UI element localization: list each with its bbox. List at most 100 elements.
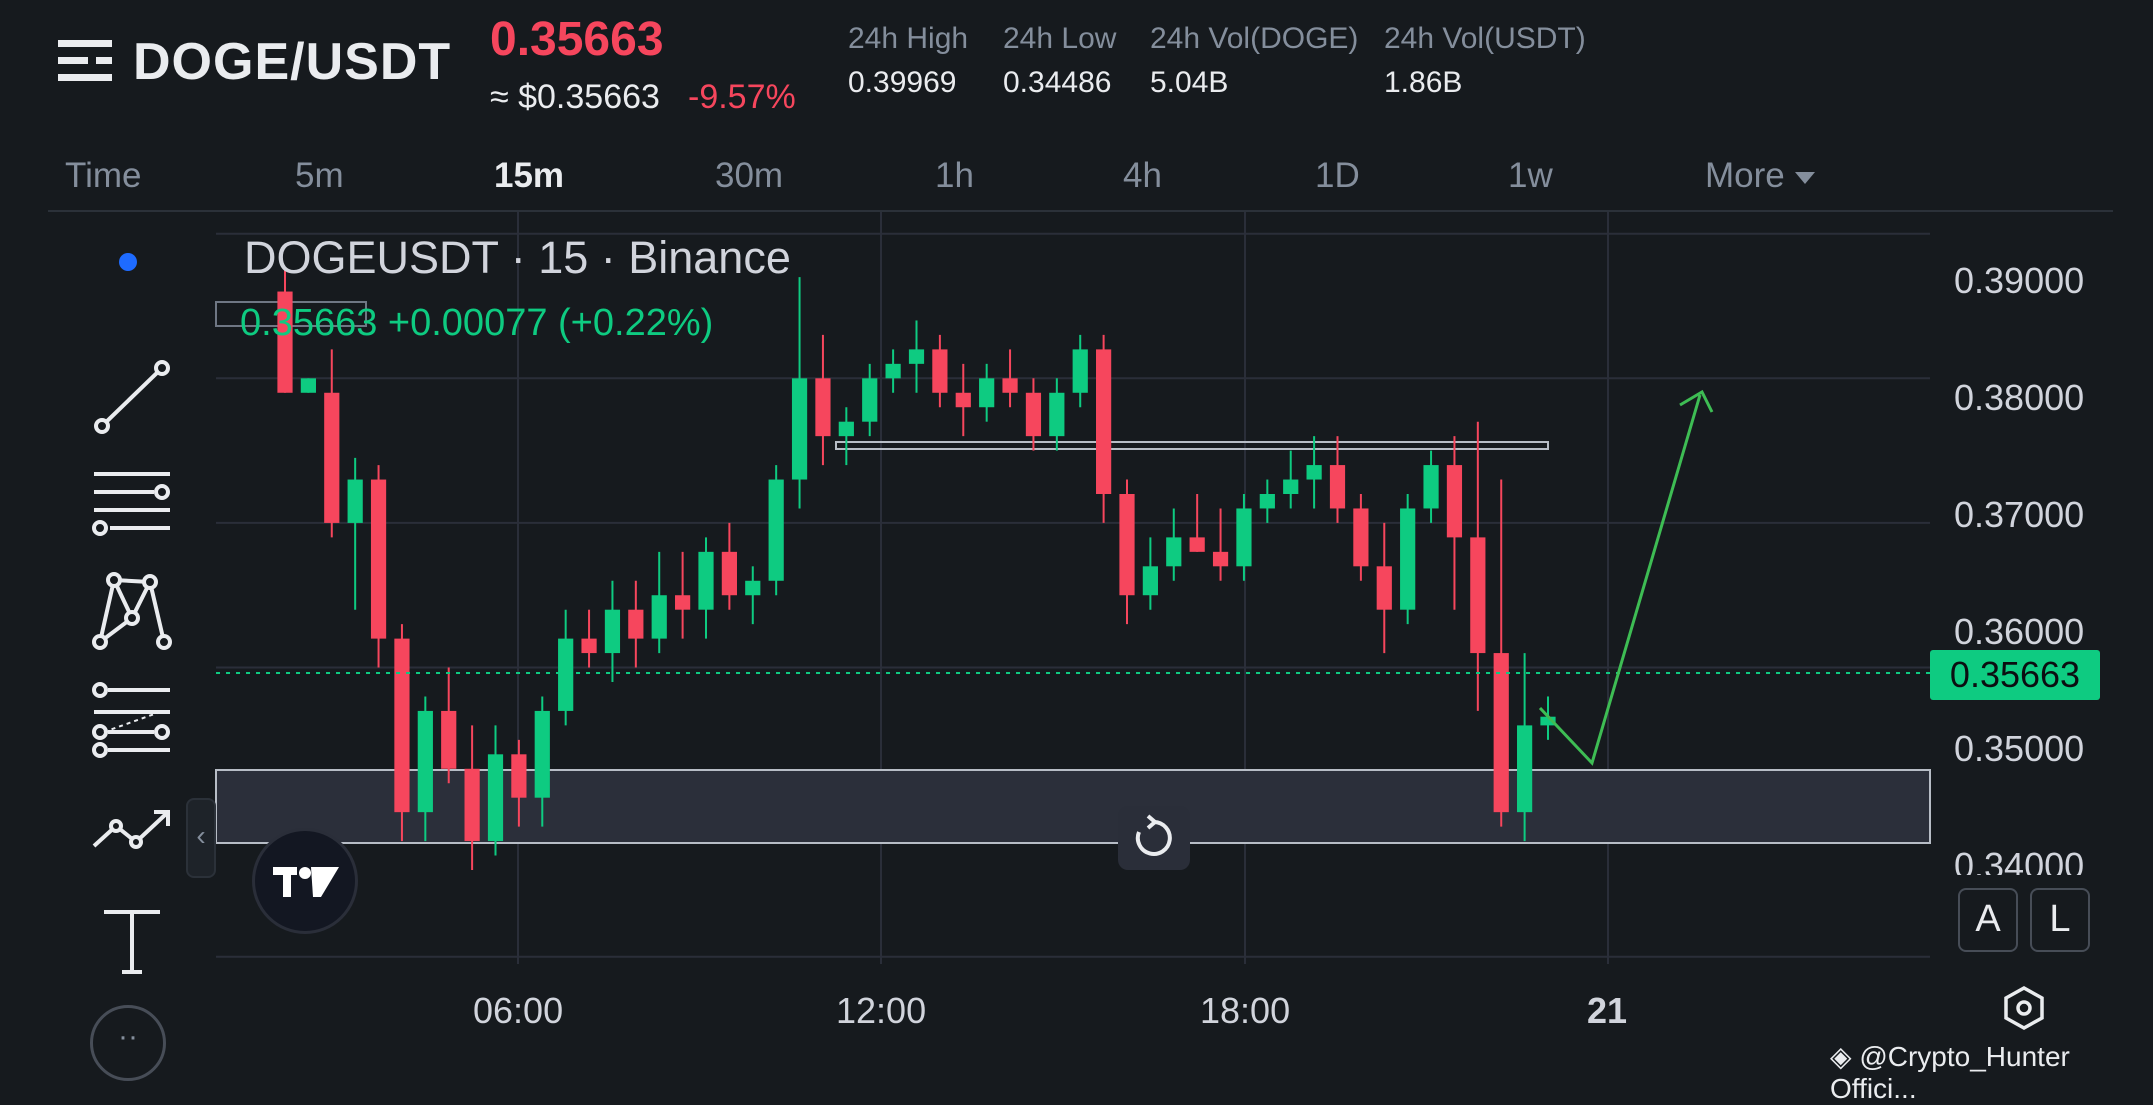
tab-15m[interactable]: 15m <box>494 156 565 195</box>
y-axis-label: 0.34000 <box>1954 845 2085 875</box>
candle-body <box>1049 392 1065 437</box>
tab-1d[interactable]: 1D <box>1315 156 1360 195</box>
candle-body <box>651 595 667 639</box>
candle-body <box>838 421 854 437</box>
candle-body <box>511 754 527 798</box>
settings-icon[interactable] <box>2000 984 2048 1032</box>
more-label: More <box>1705 156 1785 195</box>
tab-4h[interactable]: 4h <box>1123 156 1162 195</box>
candle-body <box>1540 716 1556 726</box>
collapse-toolbar-button[interactable]: ‹ <box>186 798 216 878</box>
candle-body <box>1189 537 1205 552</box>
stat-24h-vol-usdt-value: 1.86B <box>1384 66 1463 99</box>
reset-icon <box>1135 814 1172 856</box>
tab-time[interactable]: Time <box>65 156 142 195</box>
price-change-percent: -9.57% <box>688 78 796 116</box>
candle-body <box>1306 465 1322 480</box>
menu-icon[interactable] <box>58 38 112 84</box>
resistance-line <box>835 441 1549 450</box>
stat-24h-low-label: 24h Low <box>1003 22 1117 55</box>
x-axis-label: 21 <box>1587 990 1628 1031</box>
candle-body <box>1119 494 1135 596</box>
candle-body <box>534 710 550 798</box>
candle-body <box>1259 494 1275 509</box>
candle-body <box>1329 465 1346 509</box>
candle-body <box>1025 392 1042 437</box>
candle-body <box>1283 479 1299 494</box>
stat-24h-vol-doge-value: 5.04B <box>1150 66 1229 99</box>
projection-arrowhead <box>1679 389 1714 413</box>
x-axis-label: 06:00 <box>473 990 564 1031</box>
tab-1h[interactable]: 1h <box>935 156 974 195</box>
stat-24h-vol-usdt-label: 24h Vol(USDT) <box>1384 22 1586 55</box>
candle-body <box>628 609 644 639</box>
y-axis-label: 0.38000 <box>1954 377 2085 418</box>
y-axis-label: 0.37000 <box>1954 494 2085 535</box>
candle-body <box>487 754 504 842</box>
text-tool-icon[interactable] <box>84 894 180 990</box>
candle-body <box>955 392 971 408</box>
x-axis-label: 12:00 <box>836 990 927 1031</box>
candle-body <box>745 580 761 596</box>
candle-body <box>675 595 691 610</box>
candle-body <box>698 551 714 610</box>
candle-body <box>417 710 433 813</box>
candle-body <box>979 378 995 408</box>
candle-body <box>721 551 737 596</box>
candle-body <box>768 479 784 581</box>
reset-chart-button[interactable] <box>1118 806 1190 870</box>
tab-30m[interactable]: 30m <box>715 156 784 195</box>
x-axis-label: 18:00 <box>1200 990 1291 1031</box>
tab-more[interactable]: More <box>1705 156 1815 196</box>
pattern-tool-icon[interactable] <box>84 562 180 658</box>
candle-body <box>862 378 878 422</box>
projection-arrow <box>1538 394 1702 766</box>
forecast-line-icon[interactable] <box>84 782 180 878</box>
stat-24h-vol-doge-label: 24h Vol(DOGE) <box>1150 22 1359 55</box>
stat-24h-high-value: 0.39969 <box>848 66 957 99</box>
candle-body <box>1212 551 1229 567</box>
candle-body <box>1517 725 1533 813</box>
candle-body <box>277 291 293 393</box>
candle-body <box>370 479 387 639</box>
candle-body <box>441 710 457 769</box>
tradingview-logo <box>252 828 358 934</box>
candle-body <box>347 479 363 523</box>
y-axis-label: 0.36000 <box>1954 611 2085 652</box>
tab-1w[interactable]: 1w <box>1508 156 1553 195</box>
last-price: 0.35663 <box>490 13 664 66</box>
stat-24h-high-label: 24h High <box>848 22 969 55</box>
candle-body <box>1002 378 1018 393</box>
candle-body <box>908 349 925 364</box>
tradingview-logo-icon <box>273 867 339 897</box>
candle-body <box>1446 465 1463 538</box>
candle-body <box>1493 653 1509 813</box>
tab-5m[interactable]: 5m <box>295 156 344 195</box>
trading-pair[interactable]: DOGE/USDT <box>133 33 452 91</box>
fib-retracement-icon[interactable] <box>84 672 180 768</box>
trend-line-icon[interactable] <box>84 350 180 446</box>
approx-usd-price: ≈ $0.35663 <box>490 78 660 116</box>
candle-body <box>932 349 948 393</box>
caret-down-icon <box>1794 171 1815 184</box>
candle-body <box>581 638 597 654</box>
candle-body <box>1142 566 1158 596</box>
horizontal-lines-icon[interactable] <box>84 454 180 550</box>
candle-body <box>558 638 574 711</box>
watermark: ◈ @Crypto_Hunter Offici... <box>1830 1040 2153 1105</box>
candle-body <box>394 638 410 813</box>
candle-body <box>1353 508 1369 567</box>
candle-body <box>1096 349 1112 494</box>
log-scale-button[interactable]: L <box>2030 888 2090 952</box>
price-chart[interactable] <box>0 0 2153 1079</box>
header-divider <box>48 210 2113 212</box>
auto-scale-button[interactable]: A <box>1958 888 2018 952</box>
current-price-tag: 0.35663 <box>1930 650 2100 700</box>
stat-24h-low-value: 0.34486 <box>1003 66 1112 99</box>
candle-body <box>1236 508 1252 567</box>
market-header: DOGE/USDT 0.35663 ≈ $0.35663 -9.57% 24h … <box>0 0 2153 140</box>
candle-body <box>1072 349 1088 393</box>
candle-body <box>791 378 808 480</box>
active-indicator-dot-icon <box>119 253 137 271</box>
candle-body <box>464 768 480 842</box>
